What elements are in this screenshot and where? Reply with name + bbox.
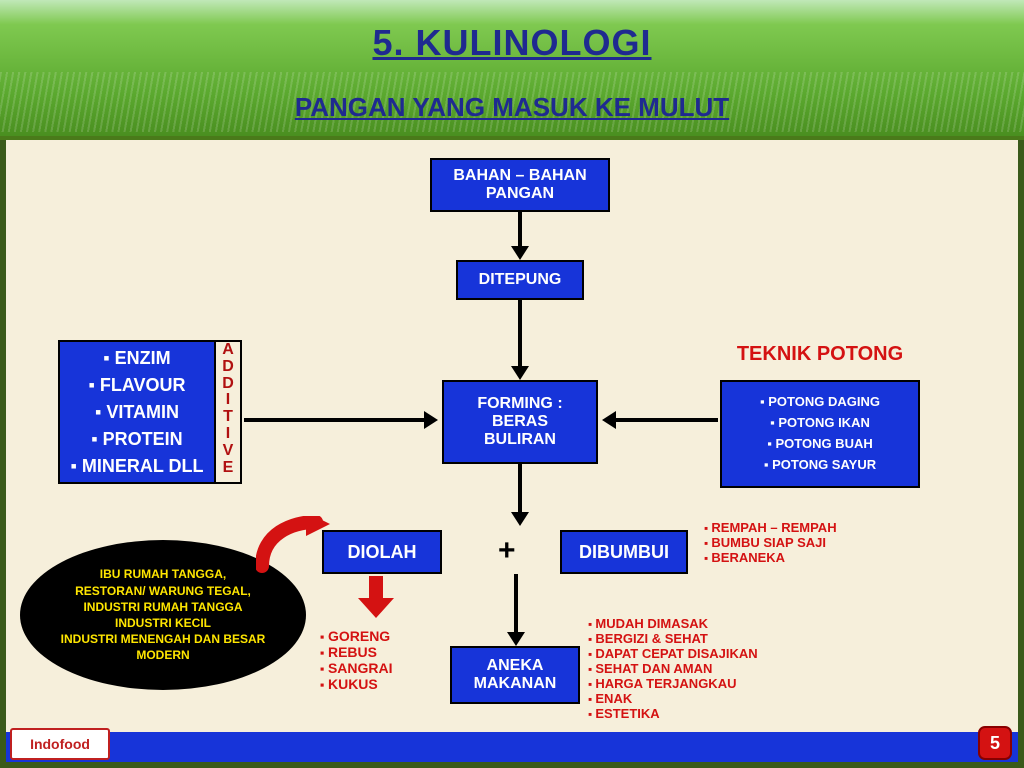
curved-arrow-icon — [256, 516, 336, 576]
node-aneka-makanan: ANEKAMAKANAN — [450, 646, 580, 704]
list-dibumbui-notes: REMPAH – REMPAHBUMBU SIAP SAJIBERANEKA — [704, 520, 837, 565]
label-additive-vertical: ADDITIVE — [216, 340, 242, 484]
node-forming: FORMING :BERASBULIRAN — [442, 380, 598, 464]
node-ditepung: DITEPUNG — [456, 260, 584, 300]
node-diolah: DIOLAH — [322, 530, 442, 574]
list-diolah-methods: GORENGREBUSSANGRAIKUKUS — [320, 628, 393, 692]
page-number-badge: 5 — [978, 726, 1012, 760]
list-aneka-notes: MUDAH DIMASAKBERGIZI & SEHATDAPAT CEPAT … — [588, 616, 758, 721]
node-dibumbui: DIBUMBUI — [560, 530, 688, 574]
down-arrow-icon — [356, 576, 396, 620]
node-teknik-potong: ▪ POTONG DAGING▪ POTONG IKAN▪ POTONG BUA… — [720, 380, 920, 488]
node-bahan-pangan: BAHAN – BAHANPANGAN — [430, 158, 610, 212]
page-title: 5. KULINOLOGI — [0, 22, 1024, 64]
node-additive-list: ▪ ENZIM▪ FLAVOUR▪ VITAMIN▪ PROTEIN▪ MINE… — [58, 340, 216, 484]
page-subtitle: PANGAN YANG MASUK KE MULUT — [0, 92, 1024, 123]
plus-symbol: + — [498, 534, 516, 568]
footer-bar — [6, 732, 1018, 762]
logo-indofood: Indofood — [10, 728, 110, 760]
heading-teknik-potong: TEKNIK POTONG — [690, 344, 950, 365]
